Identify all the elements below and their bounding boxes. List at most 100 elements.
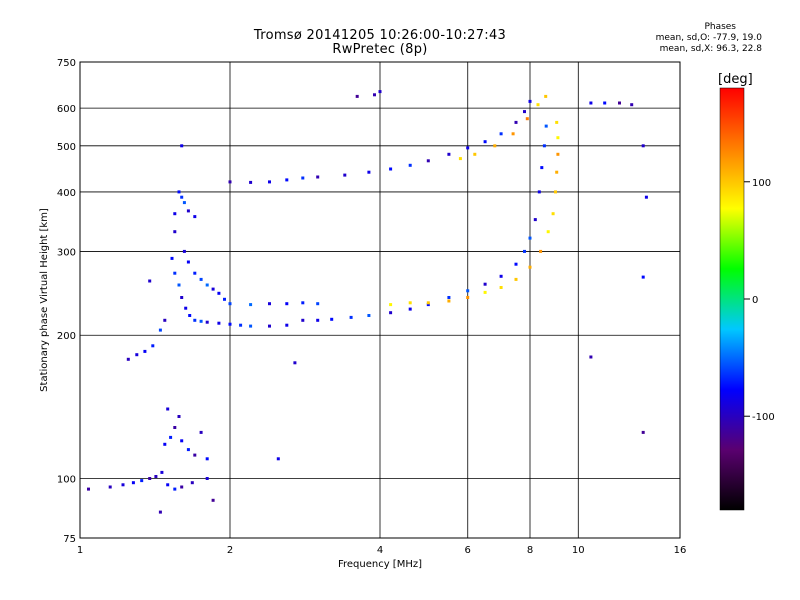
echo-point	[188, 314, 192, 317]
echo-point	[173, 487, 177, 491]
echo-point	[182, 201, 186, 205]
echo-point	[466, 146, 470, 150]
echo-point	[180, 439, 184, 443]
echo-point	[193, 453, 197, 457]
echo-point	[367, 314, 371, 317]
echo-point	[301, 176, 305, 180]
echo-point	[343, 173, 347, 177]
echo-point	[408, 307, 412, 311]
chart-title: Tromsø 20141205 10:26:00-10:27:43	[253, 28, 507, 43]
echo-point	[285, 323, 289, 327]
echo-point	[121, 483, 125, 487]
echo-point	[556, 136, 560, 140]
echo-point	[217, 321, 221, 325]
echo-point	[367, 170, 371, 174]
echo-point	[499, 132, 503, 136]
echo-point	[514, 277, 518, 281]
x-tick-label: 10	[572, 545, 585, 556]
echo-point	[408, 301, 412, 305]
echo-point	[228, 302, 232, 306]
echo-points	[87, 90, 648, 514]
echo-point	[180, 195, 184, 199]
echo-point	[249, 324, 253, 328]
echo-point	[528, 99, 532, 103]
echo-point	[190, 481, 194, 485]
echo-point	[169, 435, 173, 439]
echo-point	[546, 230, 550, 234]
echo-point	[556, 152, 560, 156]
echo-point	[389, 167, 393, 171]
echo-point	[170, 256, 174, 260]
echo-point	[249, 180, 253, 184]
echo-point	[131, 481, 135, 485]
echo-point	[186, 260, 190, 264]
echo-point	[205, 320, 209, 324]
echo-point	[160, 470, 164, 474]
plot-frame	[79, 61, 681, 539]
echo-point	[426, 159, 430, 163]
echo-point	[199, 277, 203, 281]
echo-point	[166, 483, 170, 487]
echo-point	[166, 407, 170, 411]
echo-point	[641, 430, 645, 434]
x-tick-label: 16	[674, 545, 687, 556]
echo-point	[173, 212, 177, 216]
echo-point	[285, 178, 289, 182]
echo-point	[641, 144, 645, 148]
echo-point	[408, 163, 412, 167]
echo-point	[641, 275, 645, 279]
echo-point	[355, 94, 359, 98]
echo-point	[158, 328, 162, 332]
echo-point	[389, 311, 393, 315]
echo-point	[193, 318, 197, 322]
echo-point	[193, 271, 197, 275]
colorbar-tick-label: 0	[752, 295, 758, 306]
echo-point	[301, 318, 305, 322]
echo-point	[163, 318, 167, 322]
echo-point	[205, 457, 209, 461]
echo-point	[173, 271, 177, 275]
echo-point	[523, 249, 526, 253]
echo-point	[182, 249, 186, 253]
echo-point	[199, 319, 203, 323]
x-tick-label: 8	[527, 545, 533, 556]
echo-point	[514, 120, 518, 124]
echo-point	[533, 218, 537, 222]
echo-point	[143, 349, 147, 353]
echo-point	[186, 209, 190, 213]
echo-point	[536, 103, 540, 107]
echo-point	[316, 318, 320, 322]
echo-point	[199, 430, 203, 434]
x-tick-label: 2	[227, 545, 233, 556]
echo-point	[540, 166, 544, 170]
echo-point	[349, 315, 353, 319]
x-axis: 1 2 4 6 8 10 16	[77, 545, 687, 556]
echo-point	[276, 457, 280, 461]
echo-point	[483, 140, 487, 144]
echo-point	[87, 487, 90, 491]
phase-stats-heading: Phases	[704, 22, 736, 32]
echo-point	[511, 132, 515, 136]
y-tick-label: 200	[57, 331, 76, 342]
echo-point	[426, 301, 430, 305]
y-tick-label: 400	[57, 188, 76, 199]
echo-point	[525, 117, 529, 121]
echo-point	[523, 110, 526, 114]
echo-point	[589, 355, 593, 359]
echo-point	[135, 353, 139, 357]
echo-point	[180, 296, 184, 299]
echo-point	[528, 236, 532, 240]
x-tick-label: 1	[77, 545, 83, 556]
echo-point	[154, 475, 158, 478]
echo-point	[148, 477, 152, 480]
x-tick-label: 4	[377, 545, 383, 556]
y-tick-label: 500	[57, 142, 76, 153]
echo-point	[378, 90, 382, 94]
echo-point	[293, 361, 297, 365]
x-axis-label: Frequency [MHz]	[338, 559, 422, 570]
echo-point	[211, 498, 215, 502]
echo-point	[173, 426, 177, 429]
echo-point	[148, 279, 152, 283]
y-axis-label: Stationary phase Virtual Height [km]	[39, 208, 50, 392]
